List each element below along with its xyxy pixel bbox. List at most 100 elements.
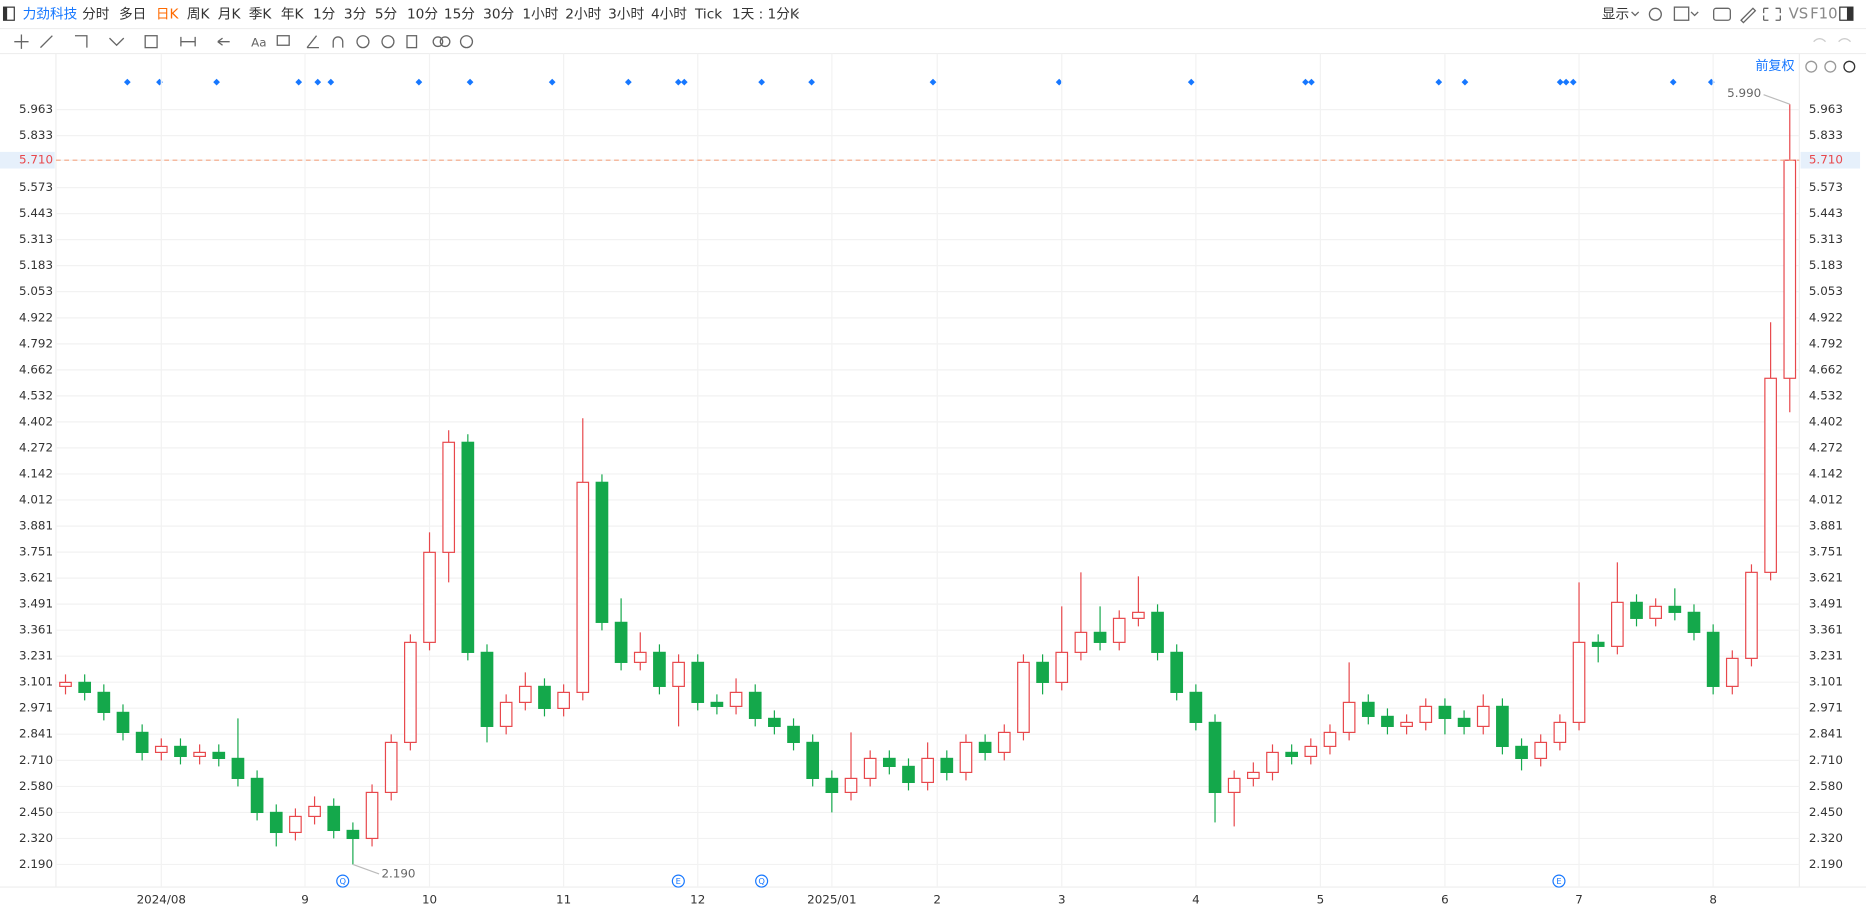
zoom-in[interactable]	[1843, 60, 1856, 73]
layout-icon[interactable]	[1673, 6, 1690, 21]
event-marker[interactable]	[671, 874, 685, 888]
event-marker[interactable]	[755, 874, 769, 888]
line-tool[interactable]	[39, 35, 53, 49]
event-dot[interactable]	[123, 78, 131, 86]
undo[interactable]	[1813, 38, 1827, 43]
vs-button[interactable]: VS	[1789, 4, 1809, 22]
period-tab[interactable]: 1分	[313, 6, 336, 22]
event-marker[interactable]	[1552, 874, 1566, 888]
stock-name[interactable]: 力劲科技	[23, 6, 78, 22]
period-tab[interactable]: 15分	[444, 6, 475, 22]
arrow-tool[interactable]	[217, 37, 230, 46]
candle-body	[1515, 745, 1528, 759]
period-tab[interactable]: 30分	[483, 6, 514, 22]
event-dot[interactable]	[327, 78, 335, 86]
candle	[1036, 654, 1049, 695]
candle-body	[404, 641, 417, 743]
x-tick-label: 10	[422, 893, 437, 907]
event-dot[interactable]	[929, 78, 937, 86]
period-tab[interactable]: 1天 : 1分K	[732, 6, 800, 22]
event-dot[interactable]	[1569, 78, 1577, 86]
reset-zoom[interactable]	[1805, 60, 1818, 73]
event-dot[interactable]	[415, 78, 423, 86]
period-tab[interactable]: 3小时	[608, 6, 644, 22]
wave-tool[interactable]	[109, 37, 125, 47]
event-dot[interactable]	[1556, 78, 1564, 86]
candle	[844, 732, 858, 801]
candle-body	[595, 481, 609, 623]
candle-body	[1227, 777, 1241, 794]
dropdown-arrow	[790, 11, 799, 17]
y-tick-label: 5.833	[19, 128, 53, 142]
event-dot[interactable]	[213, 78, 220, 86]
period-tab[interactable]: 1小时	[522, 6, 558, 22]
f10-button[interactable]: F10	[1810, 4, 1837, 22]
period-tab[interactable]: 4小时	[651, 6, 687, 22]
fullscreen-icon[interactable]	[1763, 7, 1781, 21]
period-tab[interactable]: 周K	[187, 6, 211, 22]
magnet-tool[interactable]	[332, 36, 344, 48]
period-tab[interactable]: 分时	[82, 6, 110, 22]
candle	[59, 674, 72, 695]
note-tool[interactable]	[276, 35, 290, 46]
period-tab[interactable]: 2小时	[565, 6, 601, 22]
candle	[212, 744, 226, 767]
event-marker[interactable]	[336, 874, 350, 888]
candle-body	[1151, 611, 1164, 653]
lock-tool[interactable]	[356, 35, 370, 49]
tool-settings[interactable]	[459, 35, 474, 49]
period-tab[interactable]: 10分	[407, 6, 438, 22]
candle-body	[442, 441, 456, 553]
zoom-out[interactable]	[1824, 60, 1837, 73]
adjust-mode[interactable]: 前复权	[1755, 57, 1794, 74]
settings-icon[interactable]	[1648, 7, 1662, 21]
period-tab[interactable]: 3分	[344, 6, 367, 22]
candle	[308, 796, 321, 825]
event-dot[interactable]	[466, 78, 474, 86]
display-menu[interactable]: 显示	[1602, 6, 1629, 22]
channel-tool[interactable]	[74, 35, 88, 48]
pen-icon[interactable]	[1740, 7, 1757, 24]
y-tick-label-right: 5.183	[1809, 258, 1843, 272]
period-tab[interactable]: 多日	[119, 5, 146, 22]
measure-tool[interactable]	[144, 35, 158, 49]
event-marker-label: E	[1556, 876, 1561, 886]
y-tick-label-right: 2.580	[1809, 779, 1843, 793]
event-dot[interactable]	[1562, 78, 1570, 86]
candle-body	[1438, 705, 1452, 719]
current-price-label-right: 5.710	[1809, 153, 1843, 167]
period-tab[interactable]: 月K	[218, 6, 242, 22]
y-tick-label-right: 5.443	[1809, 206, 1843, 220]
delete-tool[interactable]	[406, 35, 418, 49]
period-tab[interactable]: 年K	[281, 6, 305, 22]
candle	[1496, 698, 1509, 755]
event-marker-label: E	[676, 876, 681, 886]
candle	[1342, 662, 1356, 741]
move-tool[interactable]	[14, 34, 29, 49]
period-tab[interactable]: 季K	[249, 6, 273, 22]
text-tool[interactable]: Aa	[251, 35, 266, 49]
angle-tool[interactable]	[306, 35, 319, 49]
candle	[346, 822, 360, 865]
candle-body	[633, 651, 647, 663]
candle-body	[1591, 641, 1605, 647]
candle	[269, 804, 283, 847]
candle-body	[748, 691, 762, 719]
candle	[499, 694, 513, 735]
candle	[1457, 710, 1471, 735]
y-tick-label-right: 3.231	[1809, 649, 1843, 663]
camera-icon[interactable]	[1713, 7, 1731, 21]
candle	[1208, 714, 1222, 823]
period-tab[interactable]: 5分	[375, 6, 398, 22]
y-tick-label: 5.183	[19, 258, 53, 272]
event-dot[interactable]	[1302, 78, 1309, 86]
redo[interactable]	[1838, 38, 1851, 43]
candle-body	[1630, 601, 1643, 619]
range-tool[interactable]	[180, 36, 196, 47]
compare-tool[interactable]	[432, 36, 444, 48]
event-dot[interactable]	[548, 78, 556, 86]
event-dot[interactable]	[314, 78, 322, 86]
period-tab[interactable]: 日K	[156, 6, 180, 22]
period-tab[interactable]: Tick	[694, 6, 722, 22]
hide-tool[interactable]	[381, 35, 395, 49]
